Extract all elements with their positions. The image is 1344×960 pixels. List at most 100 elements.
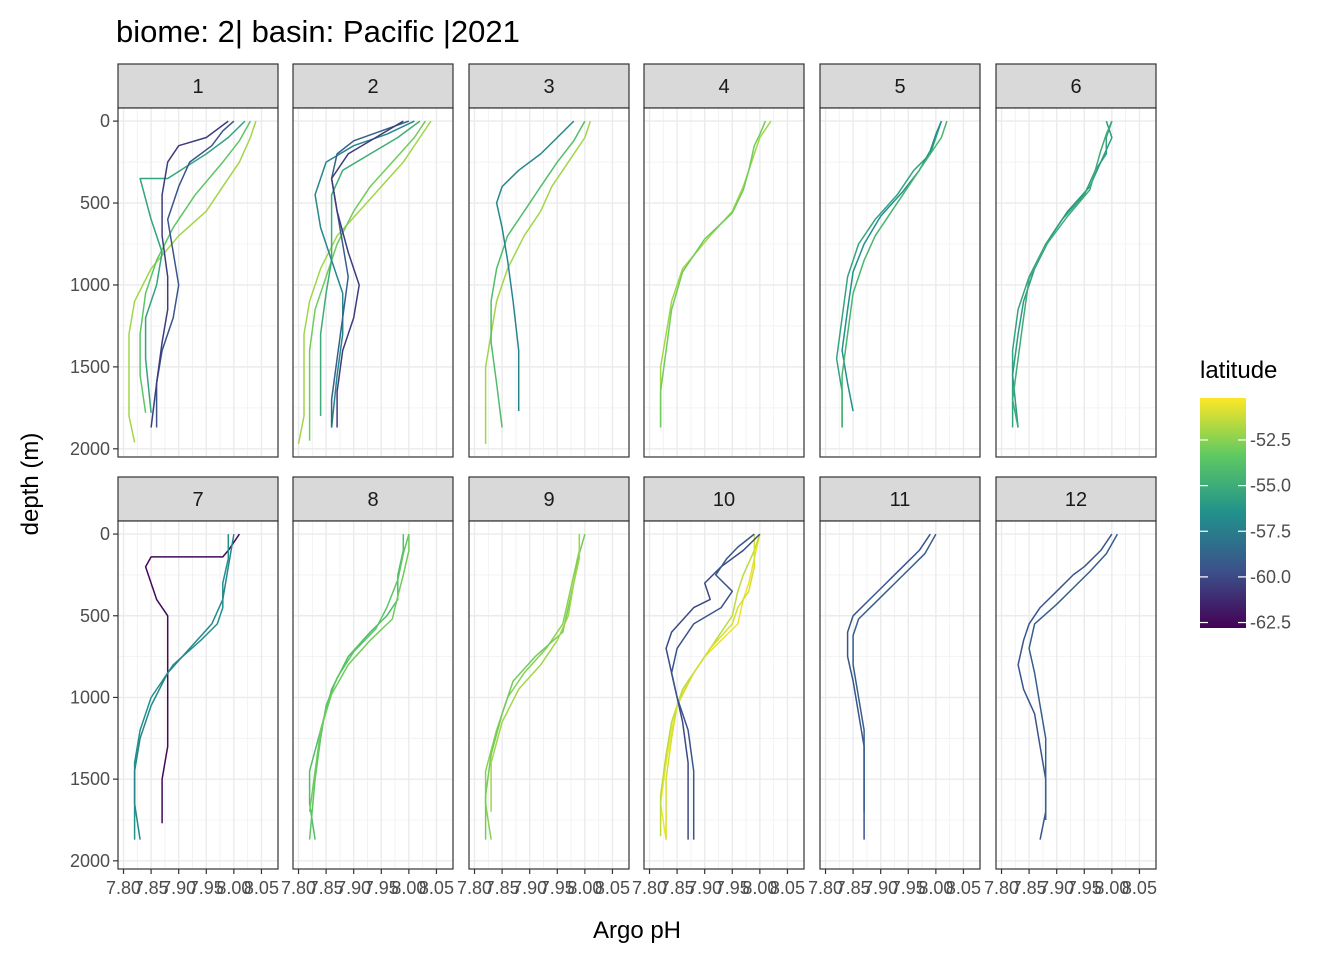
panel-background: [644, 521, 804, 869]
panel-background: [293, 521, 453, 869]
x-tick-label: 8.00: [1094, 878, 1129, 898]
profile-line: [1011, 120, 1113, 428]
profile-line: [314, 120, 415, 428]
panel-border: [819, 520, 981, 870]
facet-panel-9: 9 7.807.857.907.958.008.05: [457, 476, 630, 898]
panel-border: [995, 520, 1157, 870]
legend-ticks: -52.5 -55.0 -57.5 -60.0 -62.5: [1200, 430, 1291, 633]
legend-label: -60.0: [1250, 567, 1291, 587]
panel-series: [659, 533, 761, 840]
facet-panel-2: 2: [292, 63, 454, 458]
panel-series: [659, 120, 772, 428]
legend-colorbar: [1200, 398, 1246, 628]
x-tick-label: 8.00: [567, 878, 602, 898]
panel-background: [820, 521, 980, 869]
panel-background: [293, 108, 453, 457]
facet-strip: [292, 476, 454, 522]
panel-series: [297, 120, 432, 445]
y-tick-label: 500: [80, 606, 110, 626]
profile-line: [308, 534, 410, 812]
profile-line: [155, 120, 235, 428]
facet-strip: [117, 476, 279, 522]
x-tick-label: 7.95: [891, 878, 926, 898]
profile-line: [308, 120, 427, 441]
facet-strip: [292, 63, 454, 109]
panel-series: [484, 120, 592, 444]
profile-line: [841, 120, 943, 412]
x-tick-label: 7.85: [836, 878, 871, 898]
profile-line: [330, 120, 410, 428]
facet-strip: [819, 63, 981, 109]
facet-strip-label: 12: [1065, 489, 1087, 511]
x-tick-label: 8.00: [216, 878, 251, 898]
panel-gridlines: [820, 108, 980, 457]
x-tick-label: 8.00: [391, 878, 426, 898]
panel-series: [1011, 120, 1113, 428]
x-tick-label: 7.85: [485, 878, 520, 898]
facet-strip: [117, 63, 279, 109]
x-tick-label: 8.05: [419, 878, 454, 898]
x-tick-label: 7.85: [134, 878, 169, 898]
x-tick-label: 7.85: [309, 878, 344, 898]
profile-line: [308, 534, 405, 840]
panel-gridlines: [469, 108, 629, 457]
panel-series: [835, 120, 948, 428]
x-tick-label: 7.80: [457, 878, 492, 898]
panel-series: [308, 533, 410, 840]
x-tick-label: 8.05: [1122, 878, 1157, 898]
facet-panel-12: 12 7.807.857.907.958.008.05: [984, 476, 1157, 898]
panel-border: [468, 520, 630, 870]
profile-line: [150, 120, 229, 428]
profile-line: [665, 534, 756, 840]
x-tick-label: 8.05: [595, 878, 630, 898]
facet-strip-label: 7: [192, 489, 203, 511]
panel-background: [996, 521, 1156, 869]
panel-border: [643, 520, 805, 870]
facet-strip: [468, 63, 630, 109]
facet-panel-4: 4: [643, 63, 805, 458]
x-tick-label: 7.80: [632, 878, 667, 898]
panel-border: [292, 107, 454, 458]
y-axis-title: depth (m): [17, 433, 44, 536]
panel-gridlines: [996, 108, 1156, 457]
facet-panel-3: 3: [468, 63, 630, 458]
profile-line: [1017, 533, 1113, 840]
x-tick-label: 7.90: [863, 878, 898, 898]
x-tick-label: 8.05: [244, 878, 279, 898]
x-tick-label: 7.95: [715, 878, 750, 898]
panel-gridlines: [820, 521, 980, 869]
x-tick-label: 8.00: [742, 878, 777, 898]
x-tick-label: 7.80: [984, 878, 1019, 898]
x-tick-label: 7.90: [512, 878, 547, 898]
x-tick-label: 7.90: [161, 878, 196, 898]
profile-line: [1028, 533, 1119, 820]
x-tick-label: 7.95: [189, 878, 224, 898]
profile-line: [670, 533, 755, 840]
panel-border: [643, 107, 805, 458]
facet-panel-10: 10 7.807.857.907.958.008.05: [632, 476, 805, 898]
profile-line: [841, 120, 948, 428]
profile-line: [835, 120, 943, 428]
profile-line: [484, 120, 592, 444]
panel-gridlines: [644, 108, 804, 457]
x-tick-label: 8.00: [918, 878, 953, 898]
panel-series: [133, 533, 241, 840]
facet-strip-label: 4: [718, 76, 729, 98]
panel-background: [644, 108, 804, 457]
panel-border: [117, 107, 279, 458]
facet-strip: [995, 476, 1157, 522]
x-tick-label: 7.85: [660, 878, 695, 898]
facet-strip: [643, 476, 805, 522]
profile-line: [490, 534, 581, 812]
chart-title: biome: 2| basin: Pacific |2021: [116, 14, 520, 49]
facet-strip-label: 11: [890, 489, 911, 511]
x-tick-label: 7.90: [336, 878, 371, 898]
profile-line: [490, 120, 586, 428]
panel-gridlines: [469, 521, 629, 869]
facet-strip-label: 10: [713, 489, 735, 511]
facet-strip-label: 5: [894, 76, 905, 98]
panel-gridlines: [996, 521, 1156, 869]
panel-background: [118, 521, 278, 869]
panel-border: [117, 520, 279, 870]
